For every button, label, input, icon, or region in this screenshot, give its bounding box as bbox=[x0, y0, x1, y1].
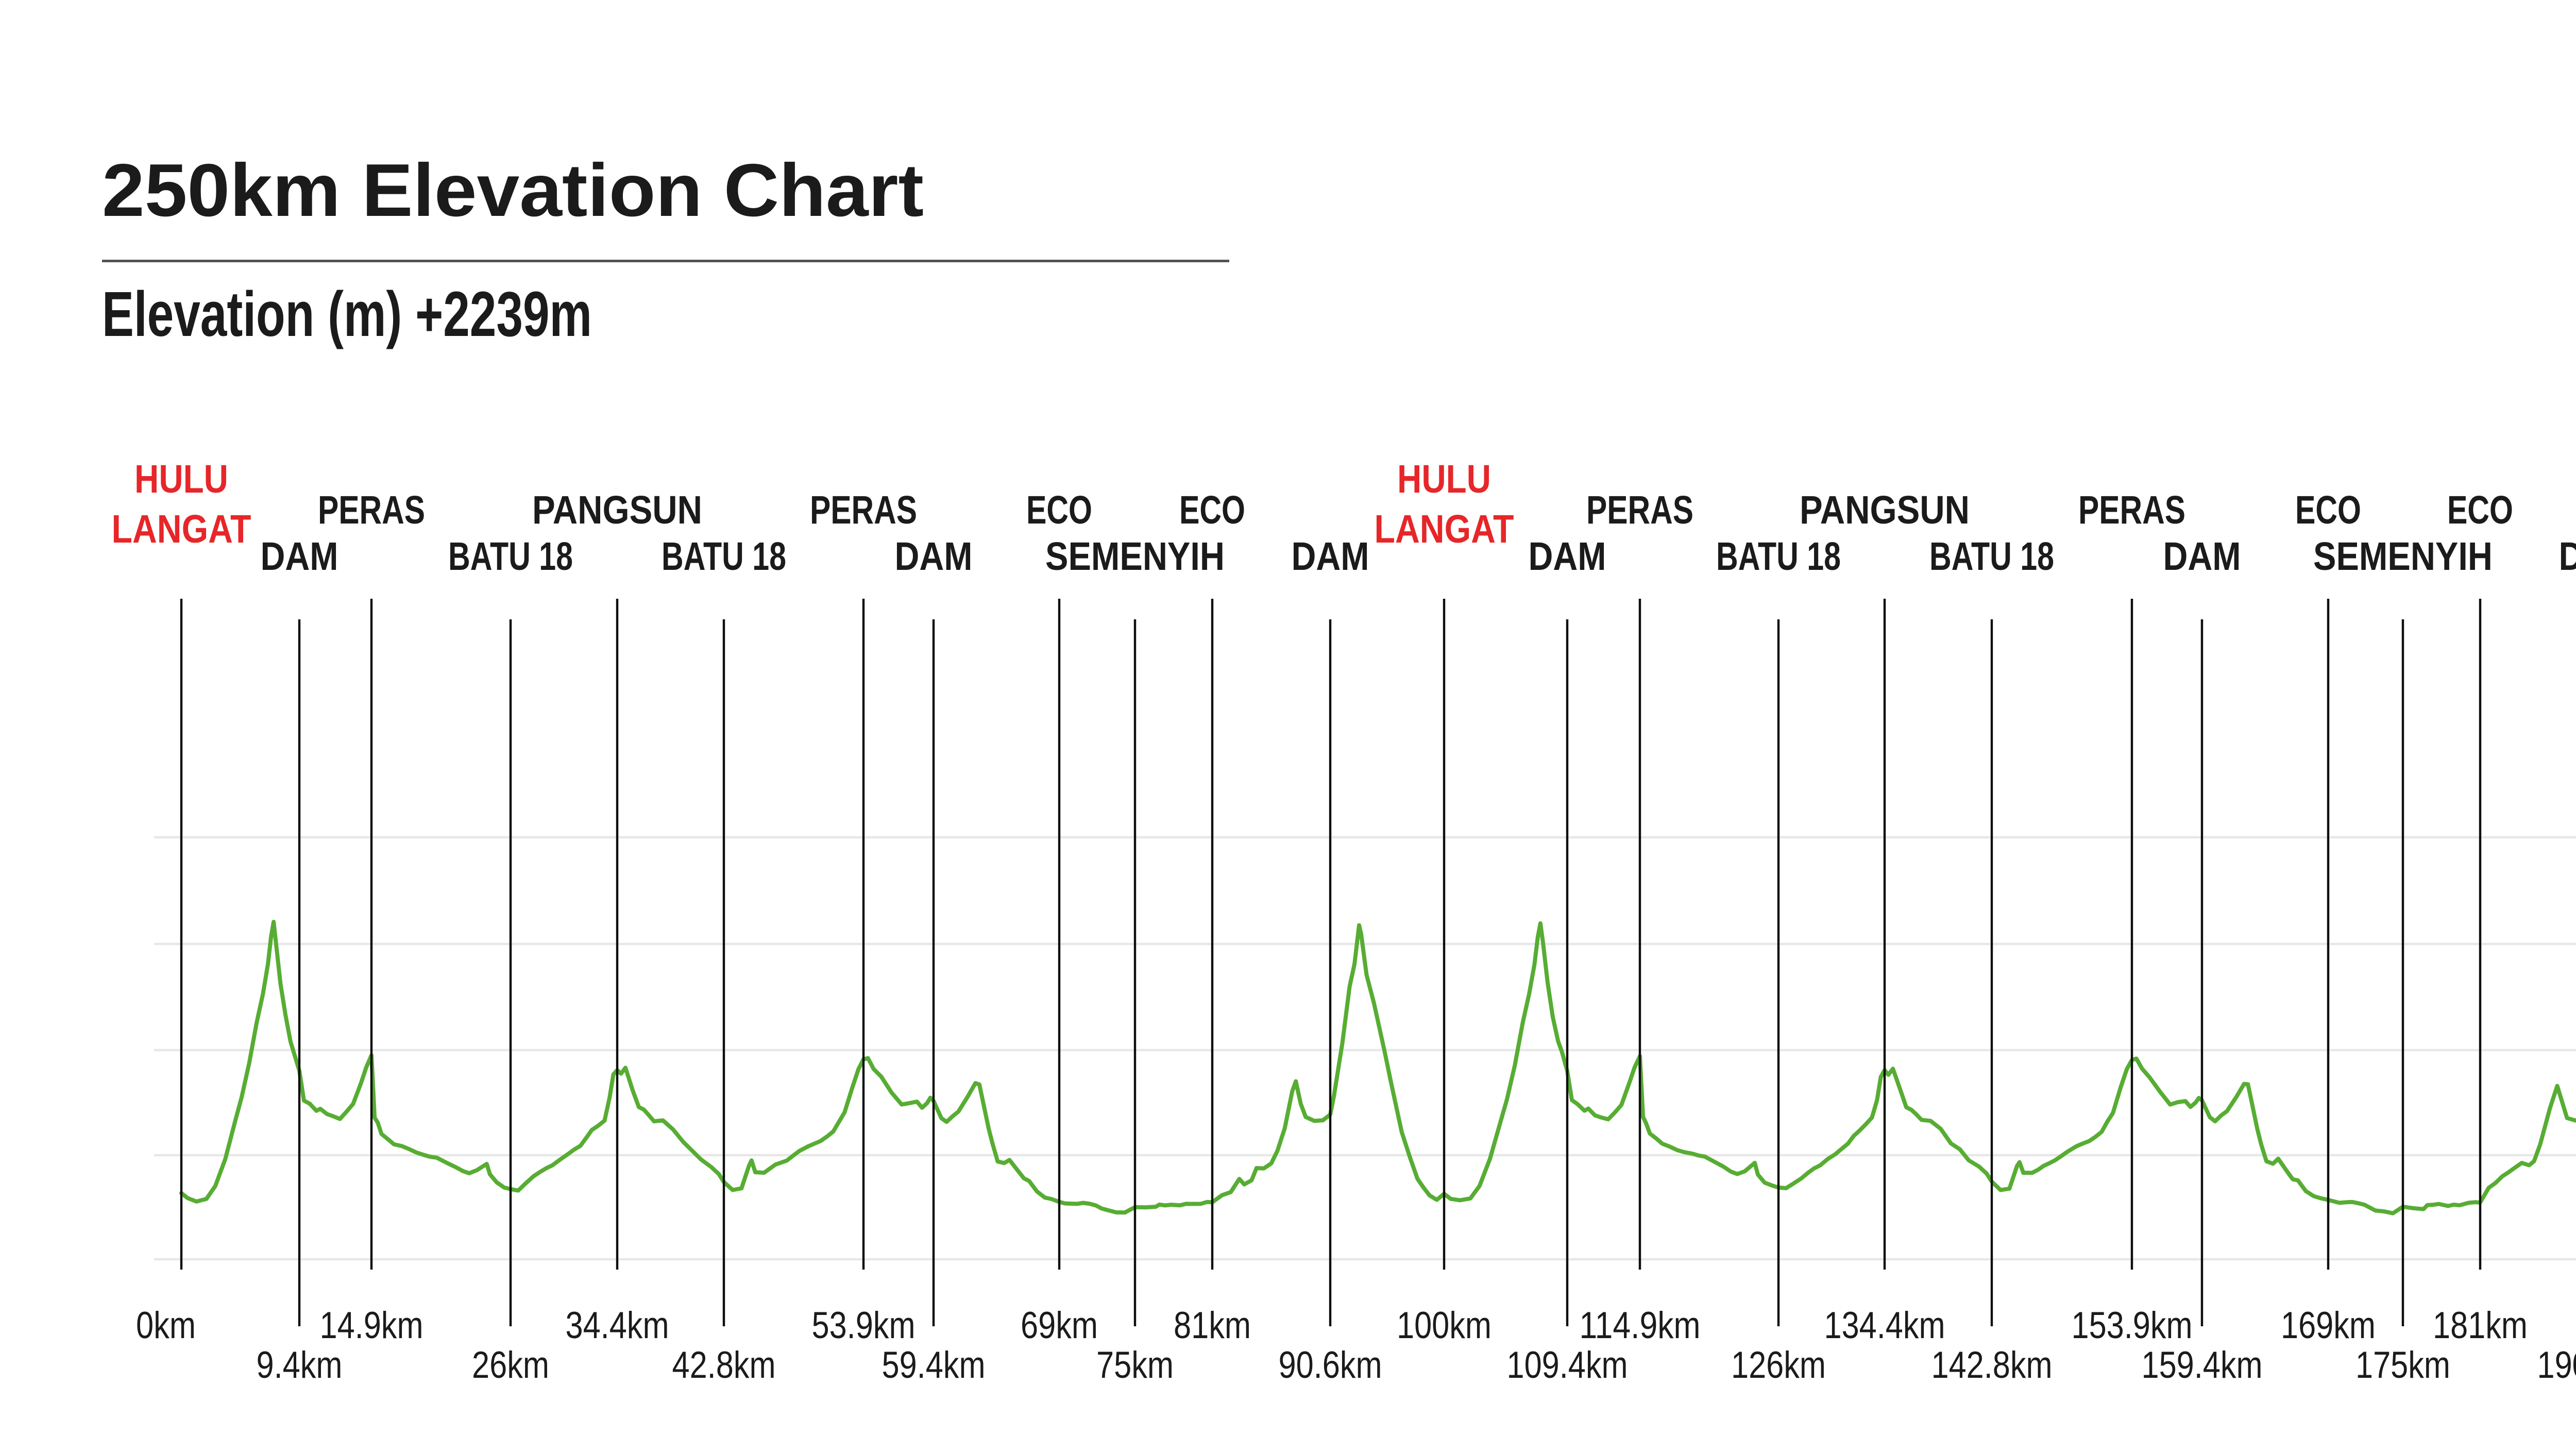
svg-text:109.4km: 109.4km bbox=[1507, 1344, 1628, 1386]
svg-text:75km: 75km bbox=[1096, 1344, 1174, 1386]
svg-text:PERAS: PERAS bbox=[810, 488, 917, 532]
svg-text:PANGSUN: PANGSUN bbox=[532, 488, 702, 532]
svg-text:ECO: ECO bbox=[2295, 488, 2361, 532]
svg-text:114.9km: 114.9km bbox=[1580, 1305, 1701, 1346]
svg-text:PERAS: PERAS bbox=[318, 488, 425, 532]
svg-text:ECO: ECO bbox=[1026, 488, 1092, 532]
svg-text:26km: 26km bbox=[472, 1344, 549, 1386]
svg-text:PANGSUN: PANGSUN bbox=[1800, 488, 1970, 532]
svg-text:181km: 181km bbox=[2433, 1305, 2528, 1346]
svg-text:Elevation (m) +2239m: Elevation (m) +2239m bbox=[102, 279, 592, 350]
svg-text:0km: 0km bbox=[136, 1305, 196, 1346]
svg-text:DAM: DAM bbox=[1292, 534, 1369, 579]
svg-text:PERAS: PERAS bbox=[2078, 488, 2185, 532]
svg-text:DAM: DAM bbox=[261, 534, 338, 579]
svg-text:153.9km: 153.9km bbox=[2072, 1305, 2193, 1346]
svg-text:SEMENYIH: SEMENYIH bbox=[2313, 534, 2493, 579]
svg-text:LANGAT: LANGAT bbox=[1375, 507, 1514, 551]
svg-text:9.4km: 9.4km bbox=[257, 1344, 343, 1386]
svg-text:BATU 18: BATU 18 bbox=[662, 534, 786, 579]
svg-text:100km: 100km bbox=[1397, 1305, 1492, 1346]
svg-text:BATU 18: BATU 18 bbox=[448, 534, 573, 579]
svg-text:169km: 169km bbox=[2281, 1305, 2376, 1346]
svg-text:250km Elevation Chart: 250km Elevation Chart bbox=[102, 148, 924, 232]
svg-text:42.8km: 42.8km bbox=[672, 1344, 776, 1386]
svg-text:DAM: DAM bbox=[895, 534, 973, 579]
svg-text:PERAS: PERAS bbox=[1586, 488, 1693, 532]
svg-text:BATU 18: BATU 18 bbox=[1716, 534, 1841, 579]
svg-text:59.4km: 59.4km bbox=[882, 1344, 986, 1386]
svg-text:ECO: ECO bbox=[1179, 488, 1245, 532]
svg-text:90.6km: 90.6km bbox=[1279, 1344, 1382, 1386]
svg-text:DAM: DAM bbox=[1529, 534, 1606, 579]
svg-text:142.8km: 142.8km bbox=[1931, 1344, 2053, 1386]
svg-text:ECO: ECO bbox=[2447, 488, 2513, 532]
svg-text:53.9km: 53.9km bbox=[812, 1305, 916, 1346]
svg-text:SEMENYIH: SEMENYIH bbox=[1045, 534, 1225, 579]
svg-text:175km: 175km bbox=[2355, 1344, 2450, 1386]
svg-text:DAM: DAM bbox=[2559, 534, 2576, 579]
svg-text:126km: 126km bbox=[1731, 1344, 1826, 1386]
svg-text:69km: 69km bbox=[1021, 1305, 1098, 1346]
svg-text:14.9km: 14.9km bbox=[320, 1305, 423, 1346]
svg-text:134.4km: 134.4km bbox=[1824, 1305, 1945, 1346]
svg-text:34.4km: 34.4km bbox=[566, 1305, 669, 1346]
svg-text:LANGAT: LANGAT bbox=[112, 507, 251, 551]
svg-text:HULU: HULU bbox=[1397, 457, 1491, 501]
svg-text:DAM: DAM bbox=[2163, 534, 2241, 579]
svg-text:HULU: HULU bbox=[134, 457, 228, 501]
svg-text:81km: 81km bbox=[1174, 1305, 1251, 1346]
svg-text:BATU 18: BATU 18 bbox=[1929, 534, 2054, 579]
svg-text:190.6km: 190.6km bbox=[2537, 1344, 2576, 1386]
svg-text:159.4km: 159.4km bbox=[2142, 1344, 2263, 1386]
